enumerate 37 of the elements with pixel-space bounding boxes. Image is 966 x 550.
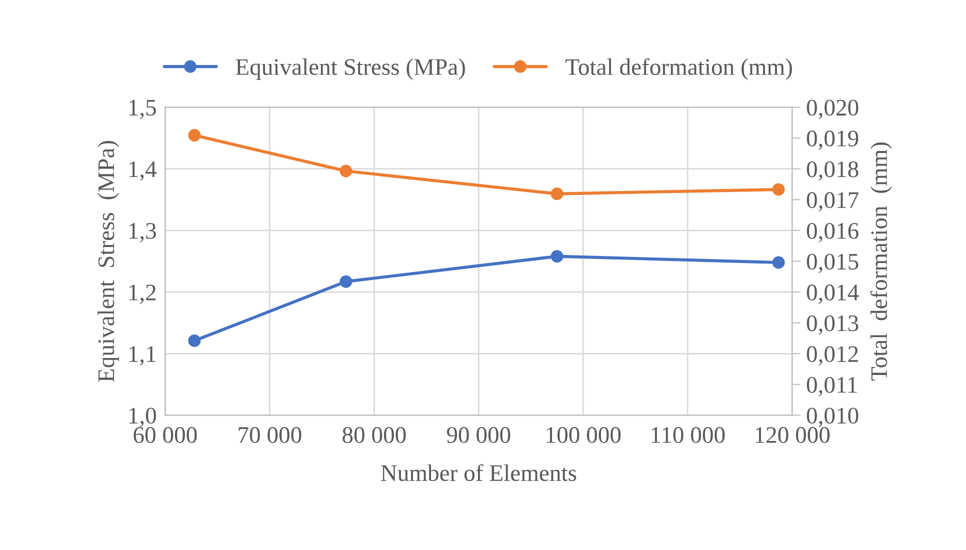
y-axis-title: Equivalent Stress (MPa) [98, 140, 120, 382]
x-tick-label: 100 000 [546, 427, 621, 443]
x-tick-label: 70 000 [238, 427, 302, 443]
point [550, 250, 564, 263]
legend-label: Total deformation (mm) [566, 58, 792, 80]
y2-tick-label: 0,017 [806, 192, 858, 212]
y2-tick-label: 0,016 [806, 222, 858, 242]
y2-tick-label: 0,014 [806, 284, 859, 304]
y2-tick-label: 0,015 [806, 254, 858, 274]
y2-tick-label: 0,013 [806, 315, 858, 335]
x-tick-label: 80 000 [342, 427, 406, 443]
point [550, 188, 564, 200]
y-tick-label: 1,2 [129, 284, 156, 304]
y2-tick-label: 0,012 [806, 346, 858, 366]
x-tick-label: 120 000 [756, 427, 830, 443]
y-tick-label: 1,5 [129, 100, 156, 120]
x-tick-label: 60 000 [134, 427, 197, 443]
point [772, 256, 785, 269]
point [188, 129, 201, 142]
y2-tick-label: 0,011 [806, 376, 857, 396]
point [772, 183, 785, 196]
legend-label: Equivalent Stress (MPa) [236, 58, 465, 80]
y-tick-label: 1,1 [129, 346, 156, 366]
y2-tick-label: 0,018 [806, 161, 858, 181]
point [340, 275, 352, 288]
x-axis-title: Number of Elements [380, 464, 576, 482]
y2-tick-label: 0,020 [806, 100, 858, 120]
y-tick-label: 1,3 [129, 223, 156, 242]
y2-tick-label: 0,019 [806, 130, 858, 150]
point [188, 334, 201, 347]
x-tick-label: 110 000 [652, 427, 725, 443]
x-tick-label: 90 000 [446, 427, 510, 443]
point [340, 164, 352, 178]
y-tick-label: 1,4 [129, 161, 156, 181]
y2-tick-label: 0,010 [806, 408, 858, 428]
y-tick-label: 1,0 [129, 408, 156, 428]
y2-axis-title: Total deformation (mm) [870, 142, 892, 381]
